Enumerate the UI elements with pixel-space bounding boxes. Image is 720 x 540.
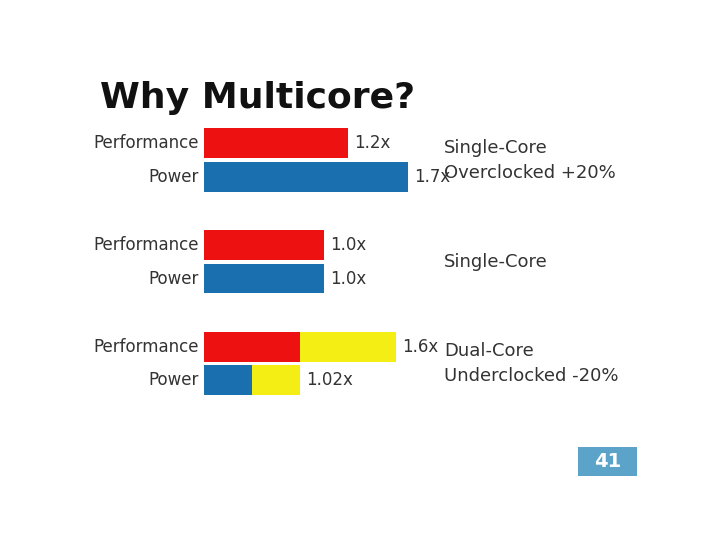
Bar — [300, 332, 396, 362]
Text: 1.0x: 1.0x — [330, 269, 366, 287]
Bar — [253, 366, 300, 395]
Text: 1.2x: 1.2x — [354, 134, 390, 152]
Text: Performance: Performance — [94, 338, 199, 356]
Bar — [204, 264, 324, 294]
Text: 1.7x: 1.7x — [414, 167, 450, 186]
Text: 1.0x: 1.0x — [330, 237, 366, 254]
Text: Why Multicore?: Why Multicore? — [100, 82, 415, 116]
Text: Performance: Performance — [94, 134, 199, 152]
Bar — [204, 366, 253, 395]
Bar — [578, 447, 637, 476]
Text: Performance: Performance — [94, 237, 199, 254]
Text: 41: 41 — [594, 452, 621, 471]
Bar — [204, 332, 300, 362]
Bar — [204, 129, 348, 158]
Text: Power: Power — [148, 167, 199, 186]
Text: 1.02x: 1.02x — [306, 372, 353, 389]
Bar — [204, 161, 408, 192]
Text: Dual-Core
Underclocked -20%: Dual-Core Underclocked -20% — [444, 342, 618, 385]
Bar — [204, 230, 324, 260]
Text: 1.6x: 1.6x — [402, 338, 438, 356]
Text: Single-Core: Single-Core — [444, 253, 548, 271]
Text: Power: Power — [148, 269, 199, 287]
Text: Single-Core
Overclocked +20%: Single-Core Overclocked +20% — [444, 139, 616, 181]
Text: Power: Power — [148, 372, 199, 389]
